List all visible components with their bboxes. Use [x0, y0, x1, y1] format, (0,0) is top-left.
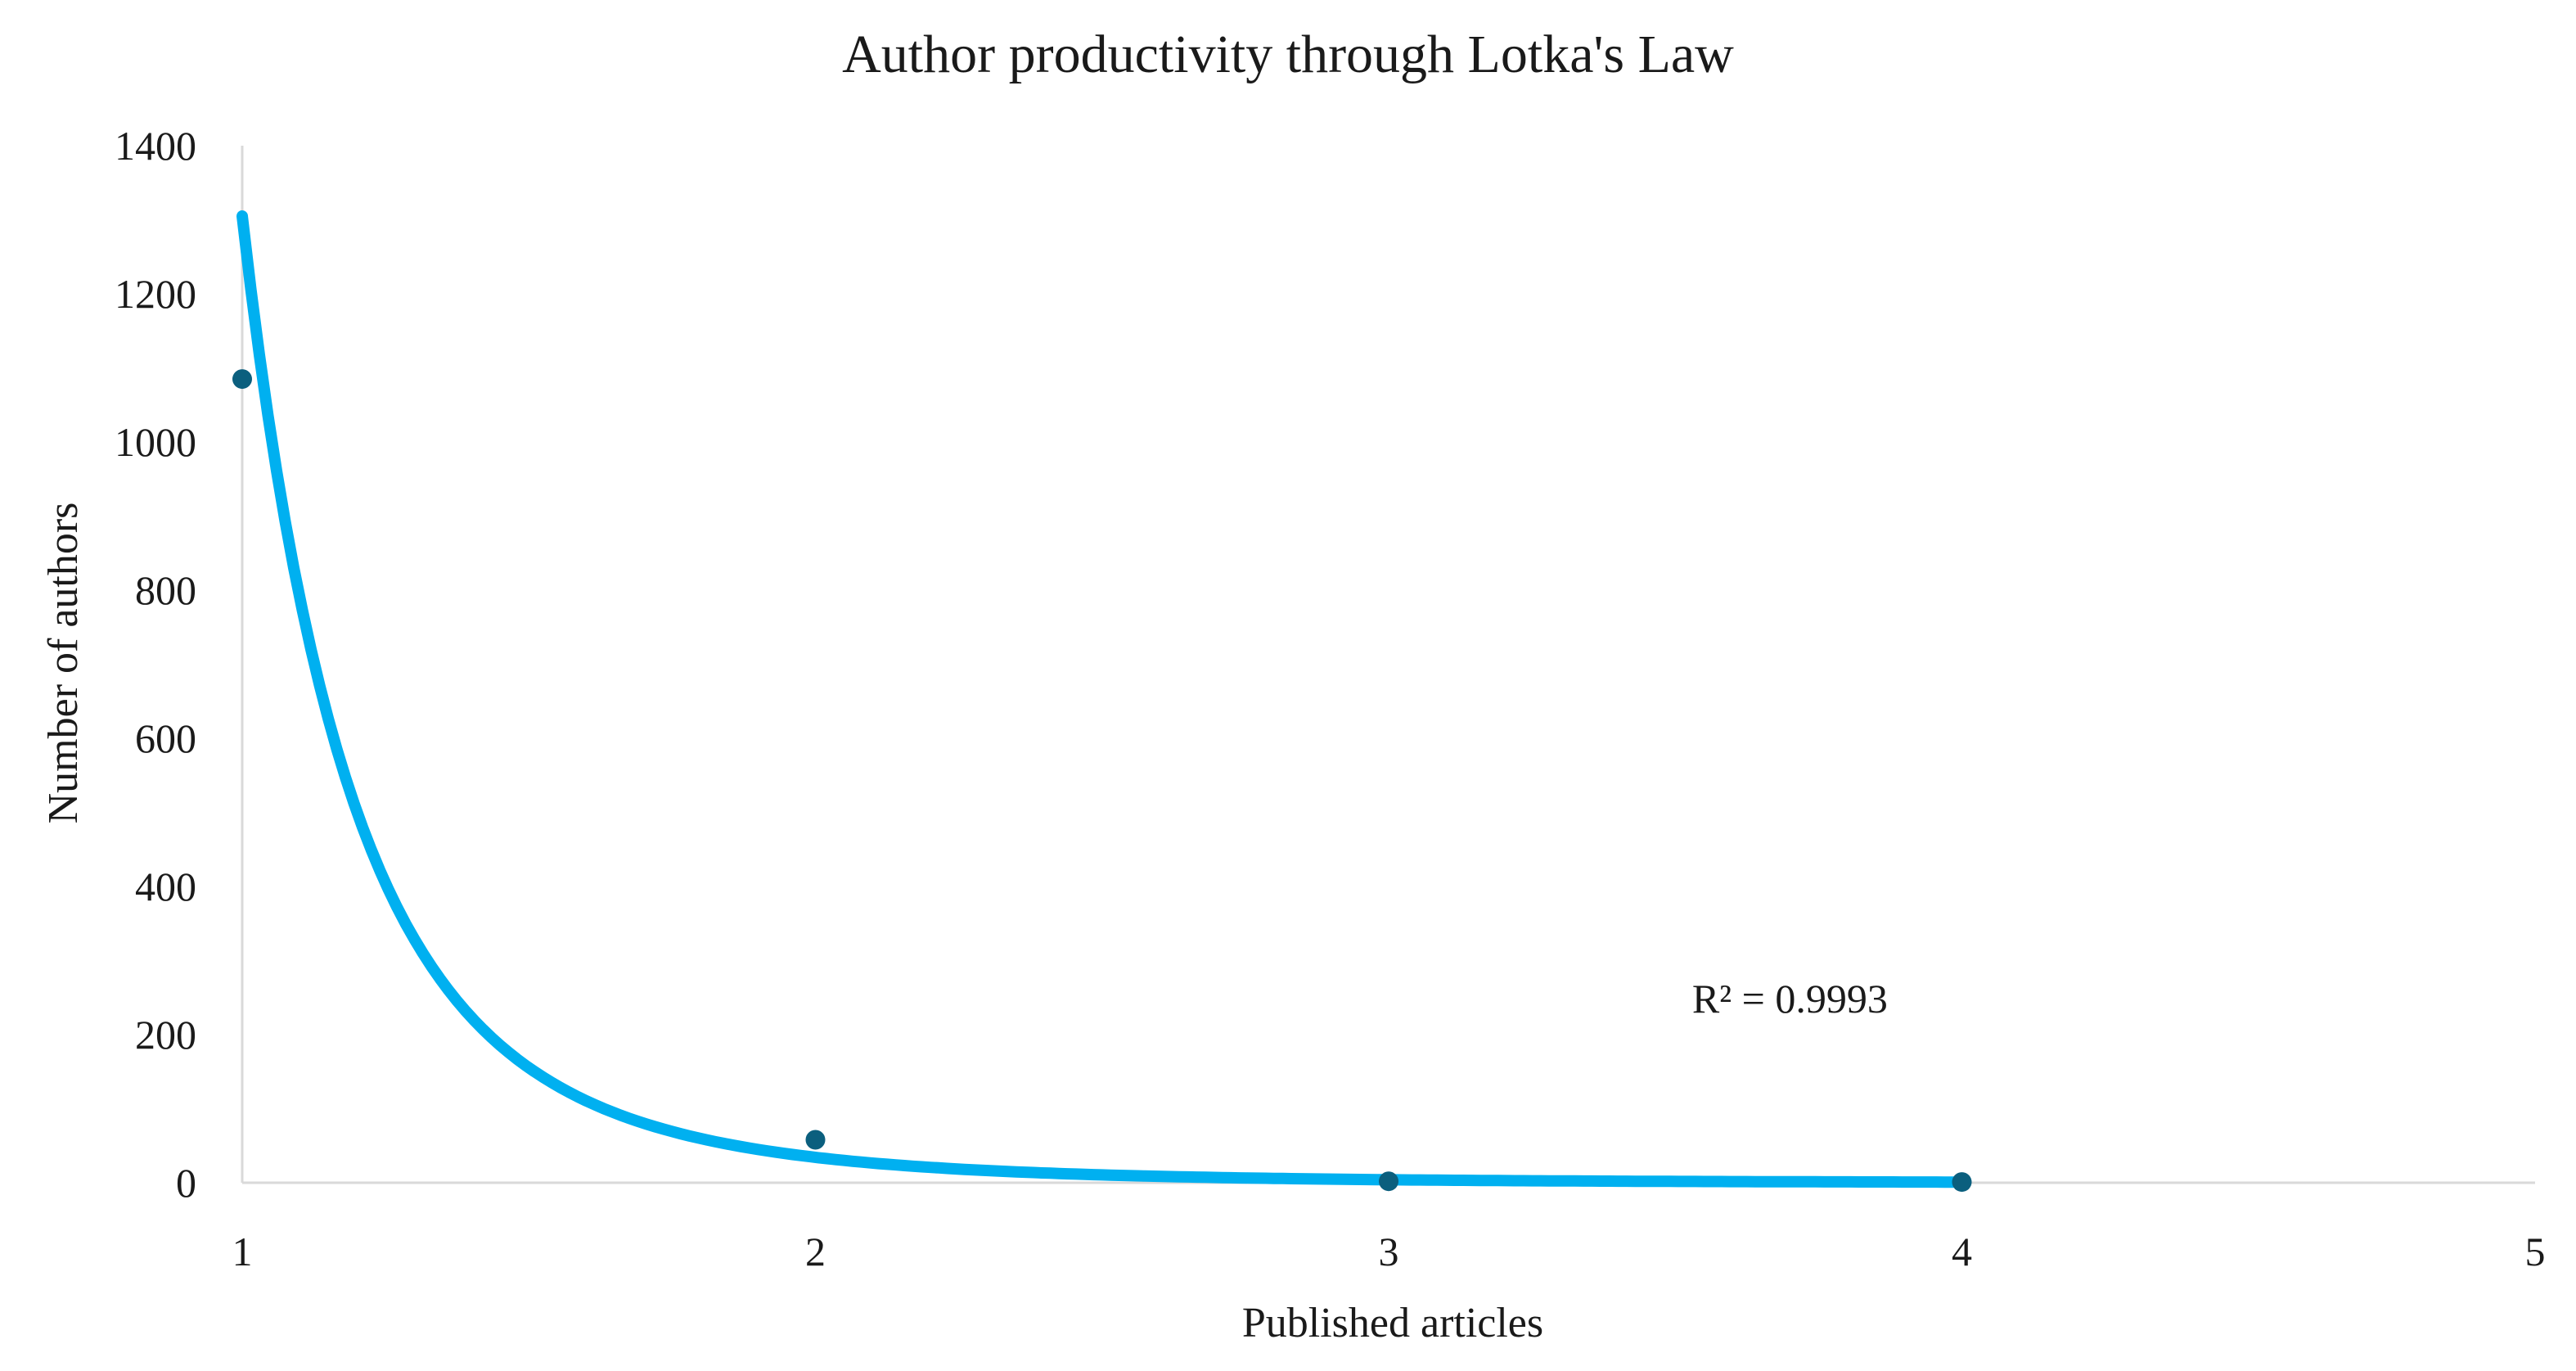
- y-tick-label: 800: [135, 567, 196, 613]
- trendline: [236, 210, 1968, 1188]
- y-tick-label: 1000: [115, 419, 196, 465]
- y-tick-label: 400: [135, 864, 196, 909]
- x-tick-labels: 1 2 3 4 5: [232, 1229, 2546, 1274]
- data-point: [232, 369, 252, 390]
- chart-title: Author productivity through Lotka's Law: [842, 25, 1734, 84]
- x-tick-label: 1: [232, 1229, 253, 1274]
- data-point: [805, 1130, 826, 1150]
- y-tick-label: 1400: [115, 123, 196, 169]
- data-points: [232, 369, 1972, 1193]
- x-tick-label: 4: [1952, 1229, 1972, 1274]
- r-squared-label: R² = 0.9993: [1692, 976, 1888, 1021]
- y-tick-labels: 0 200 400 600 800 1000 1200 1400: [115, 123, 196, 1206]
- data-point: [1379, 1171, 1398, 1192]
- y-tick-label: 1200: [115, 271, 196, 317]
- x-axis-title: Published articles: [1242, 1300, 1543, 1346]
- y-axis-title: Number of authors: [40, 503, 87, 824]
- x-tick-label: 5: [2525, 1229, 2546, 1274]
- y-tick-label: 200: [135, 1012, 196, 1058]
- y-tick-label: 600: [135, 715, 196, 761]
- x-tick-label: 2: [805, 1229, 826, 1274]
- axes: [241, 146, 2535, 1184]
- y-tick-label: 0: [176, 1160, 196, 1206]
- trendline-layer: [236, 210, 1968, 1188]
- data-point: [1952, 1172, 1972, 1193]
- annotations: R² = 0.9993: [1692, 976, 1888, 1021]
- x-tick-label: 3: [1379, 1229, 1399, 1274]
